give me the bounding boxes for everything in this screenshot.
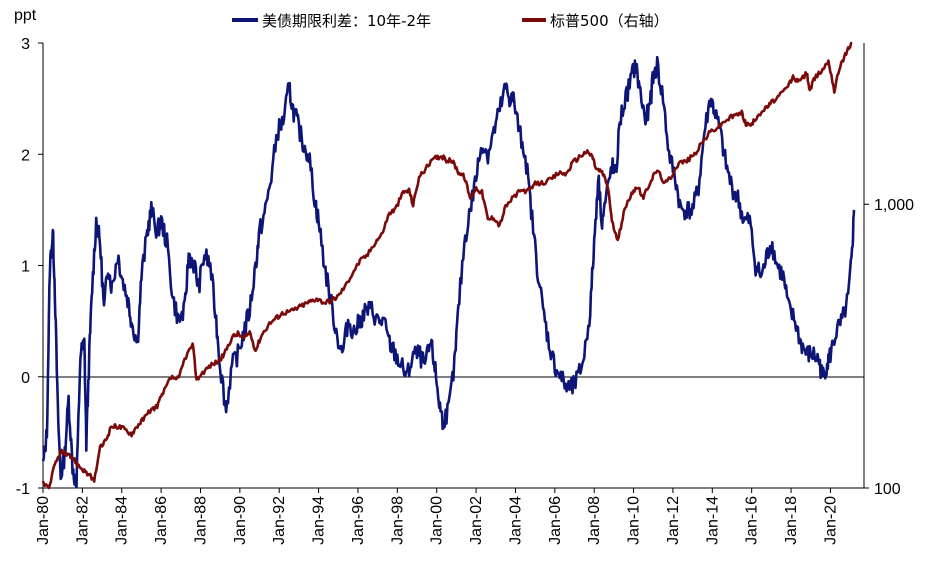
left-tick-label: 1 [21, 259, 30, 276]
left-tick-label: 3 [21, 36, 30, 53]
x-tick-label: Jan-94 [311, 496, 328, 545]
x-tick-label: Jan-20 [822, 496, 839, 545]
legend-label-sp500: 标普500（右轴） [550, 12, 669, 30]
x-tick-label: Jan-18 [783, 496, 800, 545]
series-layer [41, 41, 856, 490]
axes [42, 43, 865, 489]
x-tick-label: Jan-92 [271, 496, 288, 545]
x-tick-label: Jan-08 [586, 496, 603, 545]
x-tick-label: Jan-06 [547, 496, 564, 545]
legend-label-spread: 美债期限利差：10年-2年 [262, 12, 431, 30]
x-tick-label: Jan-12 [665, 496, 682, 545]
legend: 美债期限利差：10年-2年 标普500（右轴） [232, 12, 669, 30]
left-axis-ticks: 3 2 1 0 -1 [16, 36, 43, 498]
x-tick-label: Jan-86 [153, 496, 170, 545]
left-tick-label: -1 [16, 481, 30, 498]
x-tick-label: Jan-04 [507, 496, 524, 545]
right-tick-label: 100 [874, 481, 901, 498]
series-line-0 [41, 55, 856, 489]
x-tick-label: Jan-16 [744, 496, 761, 545]
x-axis-ticks: Jan-80 Jan-82 Jan-84 Jan-86 Jan-88 Jan-90 Jan-… [35, 488, 839, 545]
x-tick-label: Jan-88 [192, 496, 209, 545]
x-tick-label: Jan-84 [114, 496, 131, 545]
x-tick-label: Jan-98 [389, 496, 406, 545]
series-line-1 [41, 41, 853, 490]
x-tick-label: Jan-90 [232, 496, 249, 545]
right-tick-label: 1,000 [874, 197, 914, 214]
x-tick-label: Jan-02 [468, 496, 485, 545]
x-tick-label: Jan-10 [626, 496, 643, 545]
x-tick-label: Jan-96 [350, 496, 367, 545]
left-tick-label: 0 [21, 370, 30, 387]
unit-label: ppt [14, 7, 37, 24]
right-axis-ticks: 1,000 100 [864, 197, 914, 498]
x-tick-label: Jan-80 [35, 496, 52, 545]
left-tick-label: 2 [21, 147, 30, 164]
x-tick-label: Jan-82 [74, 496, 91, 545]
x-tick-label: Jan-14 [704, 496, 721, 545]
x-tick-label: Jan-00 [429, 496, 446, 545]
